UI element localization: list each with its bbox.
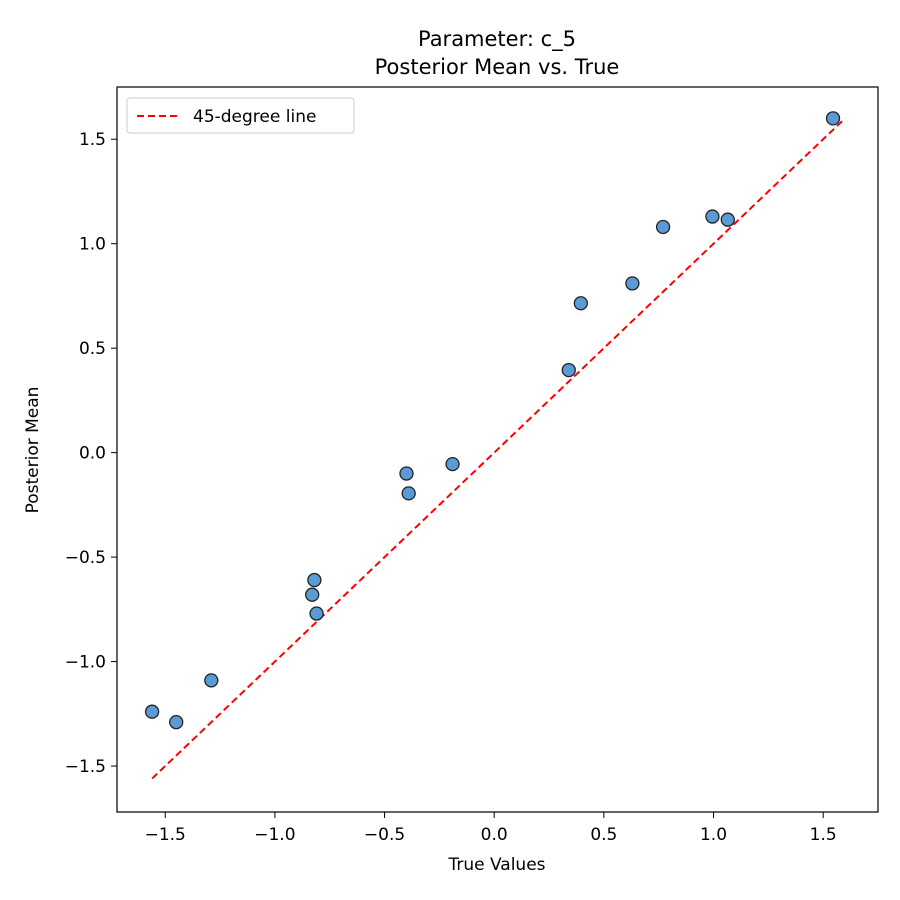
scatter-point [305,587,320,602]
y-axis-label: Posterior Mean [23,387,43,514]
x-tick-label: −0.5 [364,825,405,845]
x-tick-label: −1.0 [254,825,295,845]
legend: 45-degree line [126,97,355,134]
scatter-point [561,362,576,378]
scatter-point [169,715,184,730]
scatter-point [625,276,640,291]
scatter-point [307,572,322,588]
x-tick-label: 0.0 [481,825,508,845]
scatter-point [720,212,735,227]
y-tick-label: −1.0 [65,653,106,673]
chart-title-line1: Parameter: c_5 [418,27,576,52]
scatter-point [144,704,160,719]
scatter-point [309,606,324,621]
scatter-point [445,456,460,472]
x-tick-label: −1.5 [145,825,186,845]
reference-line-45-degree [151,117,846,780]
y-tick-label: 1.0 [79,235,106,255]
legend-box [126,97,355,134]
x-tick-label: 1.0 [700,825,727,845]
chart-title-line2: Posterior Mean vs. True [375,55,620,79]
y-tick-label: −1.5 [65,757,106,777]
legend-label: 45-degree line [193,107,316,127]
axes-frame [116,86,879,813]
scatter-point [705,209,720,224]
x-axis-label: True Values [447,855,545,875]
scatter-point [399,466,414,481]
x-tick-label: 0.5 [590,825,617,845]
y-tick-label: 0.0 [79,444,106,464]
scatter-point [401,486,416,501]
scatter-point [573,296,588,311]
plot-area: −1.5 −1.0 −0.5 0.0 0.5 1.0 1.5 −1.5 −1.0 −0.5 0.0 0… [65,86,879,845]
y-tick-label: 1.5 [79,130,106,150]
y-tick-label: −0.5 [65,548,106,568]
y-tick-label: 0.5 [79,339,106,359]
scatter-point [204,673,219,688]
scatter-point [825,111,841,126]
x-tick-label: 1.5 [810,825,837,845]
scatter-point [655,219,671,235]
